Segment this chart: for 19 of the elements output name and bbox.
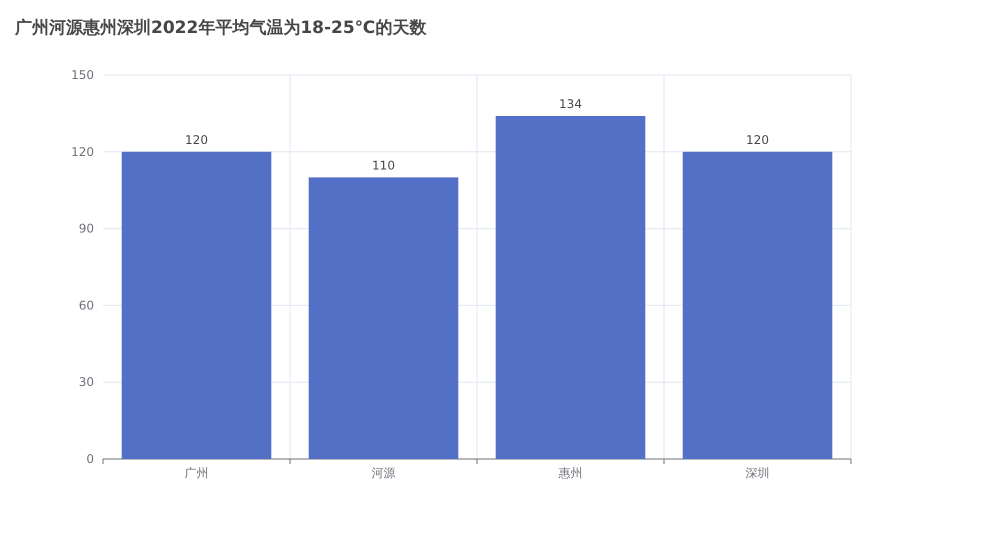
x-tick-label: 广州 [184,466,208,480]
y-tick-label: 90 [78,222,94,236]
data-label: 120 [185,132,208,147]
x-tick-label: 惠州 [558,466,582,480]
bar [682,152,832,459]
y-tick-label: 120 [71,144,94,159]
y-tick-label: 30 [78,375,94,390]
y-tick-label: 150 [71,68,94,82]
data-label: 110 [372,158,395,172]
chart-title: 广州河源惠州深圳2022年平均气温为18-25℃的天数 [14,18,428,38]
data-label: 134 [559,96,582,111]
y-tick-label: 0 [86,452,94,466]
y-tick-label: 60 [78,298,94,312]
bar [308,177,458,459]
x-tick-label: 河源 [372,466,396,480]
data-label: 120 [746,132,769,147]
x-tick-label: 深圳 [746,466,770,480]
bar [496,116,646,459]
bar [122,152,272,459]
